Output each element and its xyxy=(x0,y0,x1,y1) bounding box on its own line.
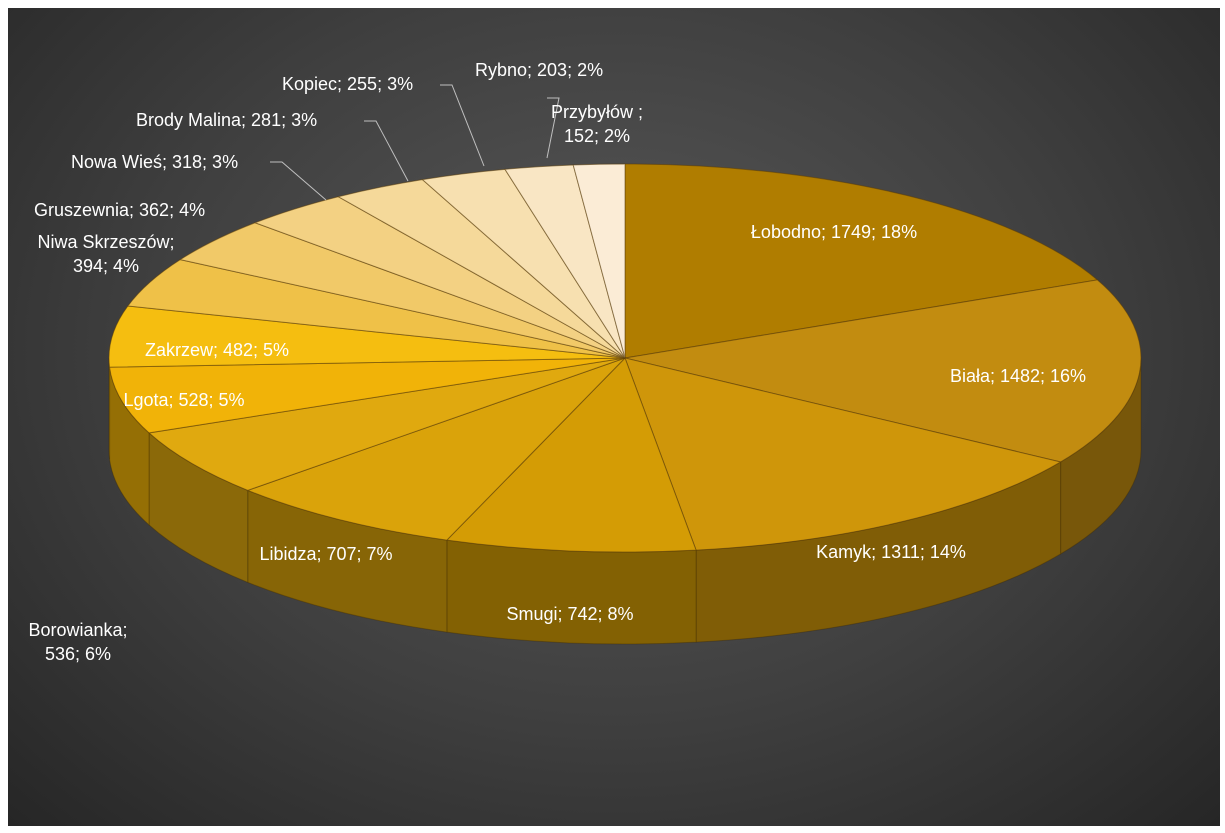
pie-slice-łobodno[interactable] xyxy=(624,163,1099,359)
slice-label-rybno: Rybno; 203; 2% xyxy=(475,60,603,80)
slice-label-brody-malina: Brody Malina; 281; 3% xyxy=(136,110,317,130)
slice-label-łobodno: Łobodno; 1749; 18% xyxy=(751,222,917,242)
pie-slice-borowianka[interactable] xyxy=(147,357,626,491)
pie-slice-przybyłów[interactable] xyxy=(572,163,626,359)
pie-slice-libidza[interactable] xyxy=(246,357,626,541)
pie-side-smugi xyxy=(446,539,697,645)
pie-slice-lgota[interactable] xyxy=(109,357,626,434)
leader-line-nowa-wieś xyxy=(270,161,327,201)
slice-label-kamyk: Kamyk; 1311; 14% xyxy=(816,542,966,562)
leader-line-kopiec xyxy=(440,84,485,167)
slice-label-biała: Biała; 1482; 16% xyxy=(950,366,1086,386)
slice-label-gruszewnia: Gruszewnia; 362; 4% xyxy=(34,200,205,220)
slice-label-niwa-skrzeszów: Niwa Skrzeszów; 394; 4% xyxy=(37,232,174,276)
slice-label-borowianka: Borowianka; 536; 6% xyxy=(28,620,127,664)
slice-label-lgota: Lgota; 528; 5% xyxy=(123,390,244,410)
slice-label-nowa-wieś: Nowa Wieś; 318; 3% xyxy=(71,152,238,172)
slice-label-libidza: Libidza; 707; 7% xyxy=(259,544,392,564)
pie-slice-smugi[interactable] xyxy=(445,357,697,553)
pie-side-zakrzew xyxy=(108,357,111,460)
slice-label-przybyłów: Przybyłów ; 152; 2% xyxy=(551,102,643,146)
pie-slice-zakrzew[interactable] xyxy=(108,305,626,368)
slice-label-kopiec: Kopiec; 255; 3% xyxy=(282,74,413,94)
leader-line-rybno xyxy=(546,97,560,159)
leader-line-brody-malina xyxy=(364,120,409,182)
slice-label-smugi: Smugi; 742; 8% xyxy=(506,604,633,624)
pie-slice-kamyk[interactable] xyxy=(624,357,1062,551)
pie-chart: Łobodno; 1749; 18% Biała; 1482; 16% Kamyk;… xyxy=(28,60,1142,664)
pie-slice-biała[interactable] xyxy=(624,279,1142,463)
slice-label-zakrzew: Zakrzew; 482; 5% xyxy=(145,340,289,360)
chart-area: Łobodno; 1749; 18% Biała; 1482; 16% Kamyk;… xyxy=(8,8,1220,826)
